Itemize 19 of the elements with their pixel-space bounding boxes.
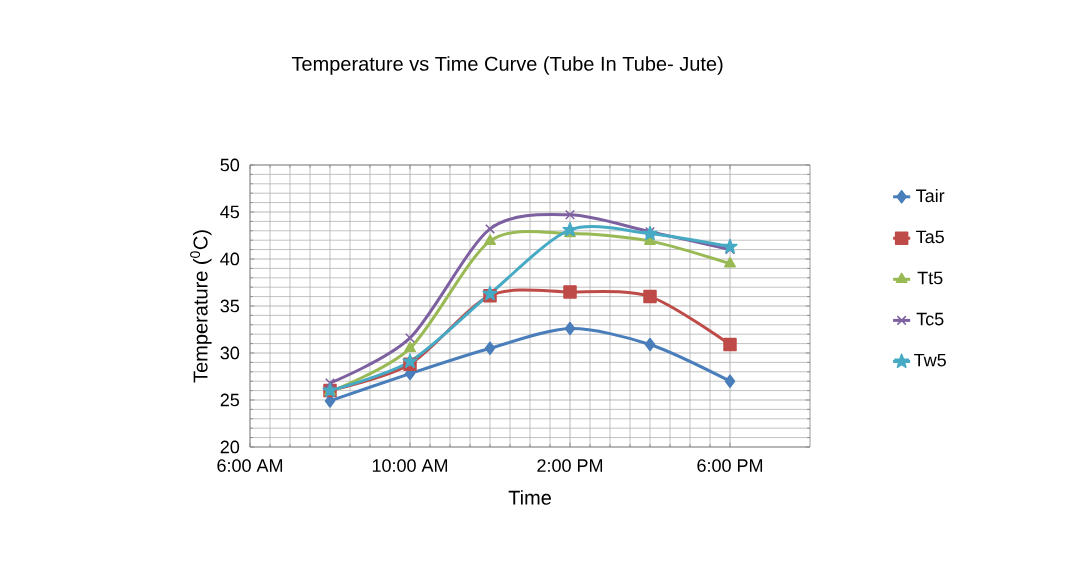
x-tick-label: 6:00 AM <box>217 459 283 472</box>
legend-label: Tair <box>916 188 945 203</box>
y-tick-label: 35 <box>220 299 240 313</box>
y-tick-label: 40 <box>220 252 240 266</box>
y-tick-label: 25 <box>220 393 240 407</box>
x-tick-label: 2:00 PM <box>537 459 603 472</box>
chart-title: Temperature vs Time Curve (Tube In Tube- Jute) <box>291 56 723 75</box>
legend-label: Tc5 <box>916 312 944 326</box>
x-axis-title: Time <box>508 490 551 505</box>
y-tick-label: 20 <box>220 440 240 454</box>
x-tick-label: 6:00 PM <box>697 459 763 472</box>
y-tick-label: 50 <box>220 158 240 172</box>
y-tick-label: 45 <box>220 205 240 219</box>
y-tick-label: 30 <box>220 346 240 360</box>
legend-label: Tw5 <box>914 353 946 367</box>
x-tick-label: 10:00 AM <box>372 459 448 472</box>
legend-label: Tt5 <box>917 271 943 285</box>
legend-label: Ta5 <box>916 230 944 244</box>
y-axis-title: Temperature ($^{0}$C) <box>190 230 212 383</box>
